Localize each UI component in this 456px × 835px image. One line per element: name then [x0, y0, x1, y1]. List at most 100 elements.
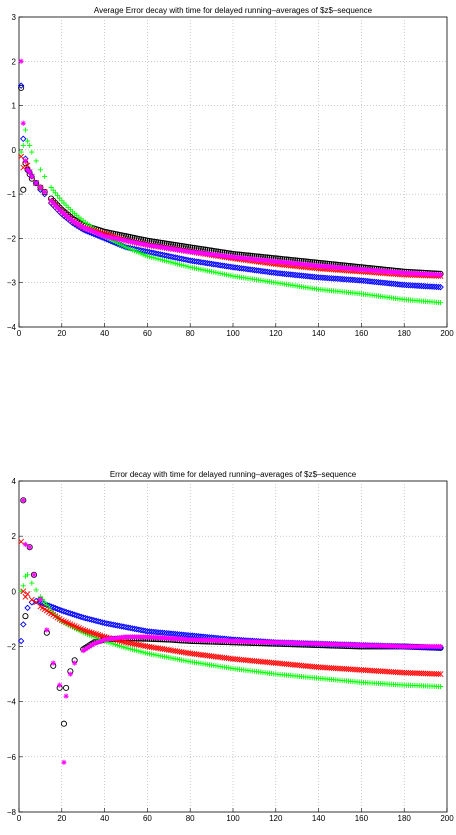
data-point: [84, 226, 91, 232]
data-point: [59, 209, 65, 215]
data-point: [78, 223, 84, 229]
data-point: [129, 625, 136, 632]
data-point: [272, 269, 280, 277]
data-point: [137, 626, 145, 634]
data-point: [409, 282, 416, 289]
data-point: [159, 251, 166, 259]
data-point: [29, 580, 35, 586]
data-point: [57, 682, 63, 688]
data-point: [167, 253, 175, 260]
data-point: [95, 631, 102, 638]
data-point: [50, 200, 56, 206]
data-point: [28, 596, 35, 603]
data-point: [274, 269, 282, 277]
data-point: [48, 198, 54, 204]
data-point: [50, 660, 56, 666]
data-point: [163, 252, 170, 259]
y-tick-label: −4: [7, 698, 17, 707]
data-point: [24, 167, 31, 173]
x-tick-label: 40: [100, 329, 109, 338]
data-point: [76, 222, 82, 228]
x-tick-label: 200: [440, 814, 454, 823]
data-point: [112, 621, 119, 629]
data-point: [296, 272, 303, 279]
data-point: [62, 608, 70, 616]
data-point: [321, 274, 329, 282]
series-x: [18, 538, 444, 678]
data-point: [74, 220, 80, 226]
data-point: [326, 274, 333, 282]
data-point: [347, 276, 354, 283]
data-point: [418, 670, 425, 677]
data-point: [182, 256, 190, 263]
data-point: [381, 279, 389, 287]
data-point: [71, 611, 78, 619]
y-tick-label: 0: [12, 146, 17, 155]
data-point: [244, 265, 252, 273]
data-point: [315, 274, 322, 281]
data-point: [93, 230, 99, 236]
data-point: [411, 670, 418, 677]
y-tick-label: −6: [7, 753, 17, 762]
x-tick-label: 160: [355, 814, 369, 823]
y-tick-label: 1: [12, 102, 17, 111]
data-point: [227, 263, 235, 271]
data-point: [27, 544, 33, 550]
data-point: [270, 269, 277, 276]
data-point: [61, 759, 67, 765]
data-point: [253, 267, 260, 274]
data-point: [257, 267, 265, 275]
data-point: [405, 669, 412, 676]
data-point: [341, 276, 348, 283]
data-point: [396, 281, 404, 288]
data-point: [80, 627, 87, 633]
data-point: [409, 670, 416, 676]
y-tick-label: 2: [12, 57, 17, 66]
data-point: [33, 587, 39, 593]
data-point: [93, 640, 99, 646]
data-point: [345, 276, 352, 283]
data-point: [246, 266, 254, 273]
data-point: [225, 263, 232, 270]
chart-bottom: 0 20 40 60 80 100 120 140 160 180 200 −8 −6 −4 −2 0 2 4 Er…: [7, 470, 454, 823]
data-point: [437, 671, 444, 678]
data-point: [144, 628, 151, 635]
data-point: [180, 256, 188, 263]
data-point: [238, 265, 245, 272]
data-point: [120, 638, 127, 645]
data-point: [343, 276, 350, 283]
data-point: [424, 670, 431, 677]
data-point: [407, 282, 414, 289]
data-point: [195, 258, 202, 266]
data-point: [300, 272, 307, 280]
data-point: [109, 621, 117, 628]
data-point: [92, 617, 100, 625]
data-point: [17, 82, 25, 89]
data-point: [298, 272, 305, 279]
data-point: [150, 628, 158, 636]
data-point: [22, 127, 29, 133]
data-point: [430, 283, 438, 290]
data-point: [375, 279, 382, 286]
data-point: [101, 619, 108, 627]
data-point: [276, 270, 284, 277]
data-point: [394, 281, 402, 288]
data-point: [193, 258, 200, 265]
data-point: [57, 207, 63, 213]
data-point: [311, 273, 318, 281]
data-point: [416, 670, 423, 677]
data-point: [261, 268, 269, 275]
data-point: [33, 158, 39, 164]
data-point: [234, 264, 241, 272]
data-point: [208, 260, 215, 268]
data-point: [400, 281, 408, 289]
data-point: [437, 283, 444, 291]
data-point: [413, 282, 421, 289]
data-point: [18, 153, 25, 160]
data-point: [283, 270, 290, 278]
data-point: [37, 167, 43, 173]
data-point: [88, 616, 95, 623]
data-point: [28, 173, 36, 180]
